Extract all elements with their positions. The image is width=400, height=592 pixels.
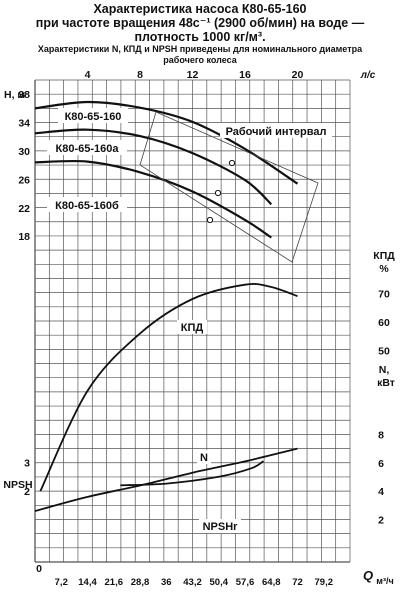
kpd-axis-label: КПД xyxy=(373,250,395,262)
npsh-tick-label: 2 xyxy=(24,486,30,498)
title-line-1: Характеристика насоса К80-65-160 xyxy=(93,2,307,16)
top-tick-label: 4 xyxy=(85,69,91,81)
h-tick-label: 34 xyxy=(18,118,30,130)
npsh-tick-label: 3 xyxy=(24,458,30,470)
working-interval-point xyxy=(214,189,222,197)
series-label-k80-65-160a-bg xyxy=(47,140,127,155)
top-tick-label: 8 xyxy=(137,69,143,81)
series-label-k80-65-160: К80-65-160 xyxy=(65,111,122,123)
top-axis-unit: л/с xyxy=(360,70,376,81)
series-label-n: N xyxy=(200,452,208,464)
bottom-axis-label: Q xyxy=(363,568,373,583)
series-label-npshr-bg xyxy=(199,519,241,533)
series-line-1 xyxy=(34,128,273,206)
n-tick-label: 4 xyxy=(378,486,384,498)
subtitle-line-1: Характеристики N, КПД и NPSH приведены д… xyxy=(37,44,363,54)
chart-subtitle: Характеристики N, КПД и NPSH приведены д… xyxy=(0,44,400,66)
bottom-tick-label: 36 xyxy=(161,577,172,588)
n-axis-label: N, xyxy=(379,364,390,376)
npsh-axis-label: NPSH xyxy=(3,479,32,491)
h-tick-label: 38 xyxy=(18,89,30,101)
bottom-tick-label: 72 xyxy=(292,577,303,588)
subtitle-line-2: рабочего колеса xyxy=(163,55,237,65)
series-label-kpd: КПД xyxy=(181,322,204,334)
bottom-tick-label: 28,8 xyxy=(131,577,150,588)
bottom-tick-label: 50,4 xyxy=(210,577,229,588)
bottom-tick-label: 7,2 xyxy=(55,577,68,588)
series-label-k80-65-160-bg xyxy=(58,108,128,123)
title-line-2: при частоте вращения 48с⁻¹ (2900 об/мин)… xyxy=(35,16,365,30)
series-label-k80-65-160b-bg xyxy=(47,197,127,212)
series-label-k80-65-160a: К80-65-160а xyxy=(56,143,120,155)
series-label-k80-65-160b: К80-65-160б xyxy=(55,200,119,212)
series-line-2 xyxy=(34,159,272,239)
h-tick-label: 30 xyxy=(18,146,30,158)
top-tick-label: 20 xyxy=(292,69,304,81)
top-tick-label: 16 xyxy=(239,69,251,81)
bottom-tick-label: 79,2 xyxy=(315,577,334,588)
series-label-npshr: NPSHr xyxy=(203,521,239,533)
working-interval-point xyxy=(228,159,236,167)
h-tick-label: 18 xyxy=(18,231,30,243)
bottom-axis-unit: м³/ч xyxy=(376,576,393,586)
title-line-3: плотность 1000 кг/м³. xyxy=(134,30,266,44)
n-axis-unit: кВт xyxy=(377,377,395,389)
kpd-tick-label: 60 xyxy=(378,317,390,329)
series-line-0 xyxy=(34,100,299,185)
n-tick-label: 6 xyxy=(378,458,384,470)
series-label-n-bg xyxy=(197,450,211,464)
bottom-tick-label: 0 xyxy=(36,563,42,575)
working-interval-point xyxy=(206,216,214,224)
bottom-tick-label: 21,6 xyxy=(105,577,124,588)
series-line-5 xyxy=(120,460,264,487)
bottom-tick-label: 64,8 xyxy=(262,577,281,588)
bottom-tick-label: 43,2 xyxy=(183,577,202,588)
series-line-4 xyxy=(34,447,298,512)
working-interval-label: Рабочий интервал xyxy=(226,126,327,138)
kpd-axis-unit: % xyxy=(379,263,389,275)
bottom-tick-label: 14,4 xyxy=(78,577,97,588)
bottom-tick-label: 57,6 xyxy=(236,577,255,588)
n-tick-label: 8 xyxy=(378,429,384,441)
series-label-kpd-bg xyxy=(177,320,207,334)
h-tick-label: 22 xyxy=(18,203,30,215)
series-line-3 xyxy=(39,283,298,492)
working-interval-bounds xyxy=(139,111,319,263)
top-tick-label: 12 xyxy=(187,69,199,81)
kpd-tick-label: 70 xyxy=(378,288,390,300)
kpd-tick-label: 50 xyxy=(378,346,390,358)
n-tick-label: 2 xyxy=(378,515,384,527)
working-interval-label-bg xyxy=(220,123,332,138)
h-tick-label: 26 xyxy=(18,174,30,186)
chart-title: Характеристика насоса К80-65-160 при час… xyxy=(0,2,400,44)
h-axis-label: H, м xyxy=(4,89,25,101)
